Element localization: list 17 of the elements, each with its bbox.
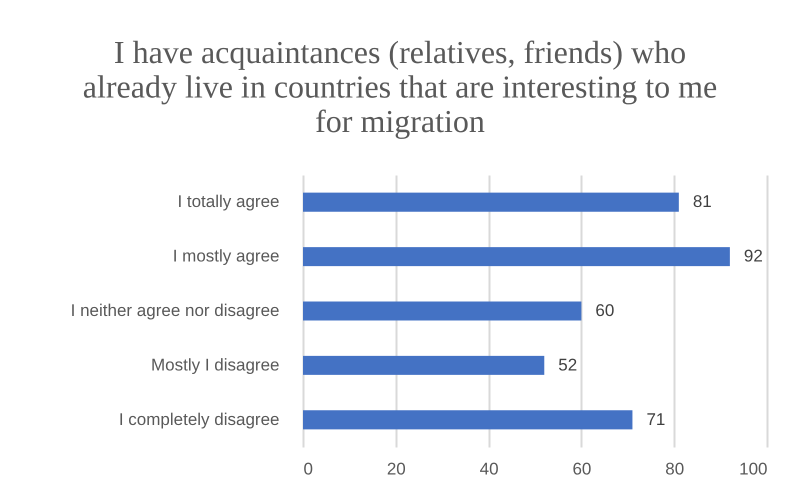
x-tick-label: 0 xyxy=(304,460,313,478)
chart-title: I have acquaintances (relatives, friends) who already live in countries that are interesting to me for migration xyxy=(82,34,718,139)
y-tick-label: I mostly agree xyxy=(172,246,280,266)
y-tick-label: I completely disagree xyxy=(118,410,280,429)
x-tick-label: 60 xyxy=(572,460,592,478)
data-label: 60 xyxy=(595,301,614,320)
x-tick-label: 80 xyxy=(665,460,684,478)
x-tick-label: 100 xyxy=(739,460,768,478)
x-tick-label: 20 xyxy=(386,460,406,478)
data-label: 71 xyxy=(646,410,666,429)
y-tick-label: I neither agree nor disagree xyxy=(70,301,280,320)
data-label: 92 xyxy=(744,246,763,266)
y-tick-label: Mostly I disagree xyxy=(151,355,280,374)
data-label: 81 xyxy=(692,192,712,212)
data-label: 52 xyxy=(558,355,578,374)
x-tick-label: 40 xyxy=(480,460,499,478)
y-tick-label: I totally agree xyxy=(177,192,280,212)
